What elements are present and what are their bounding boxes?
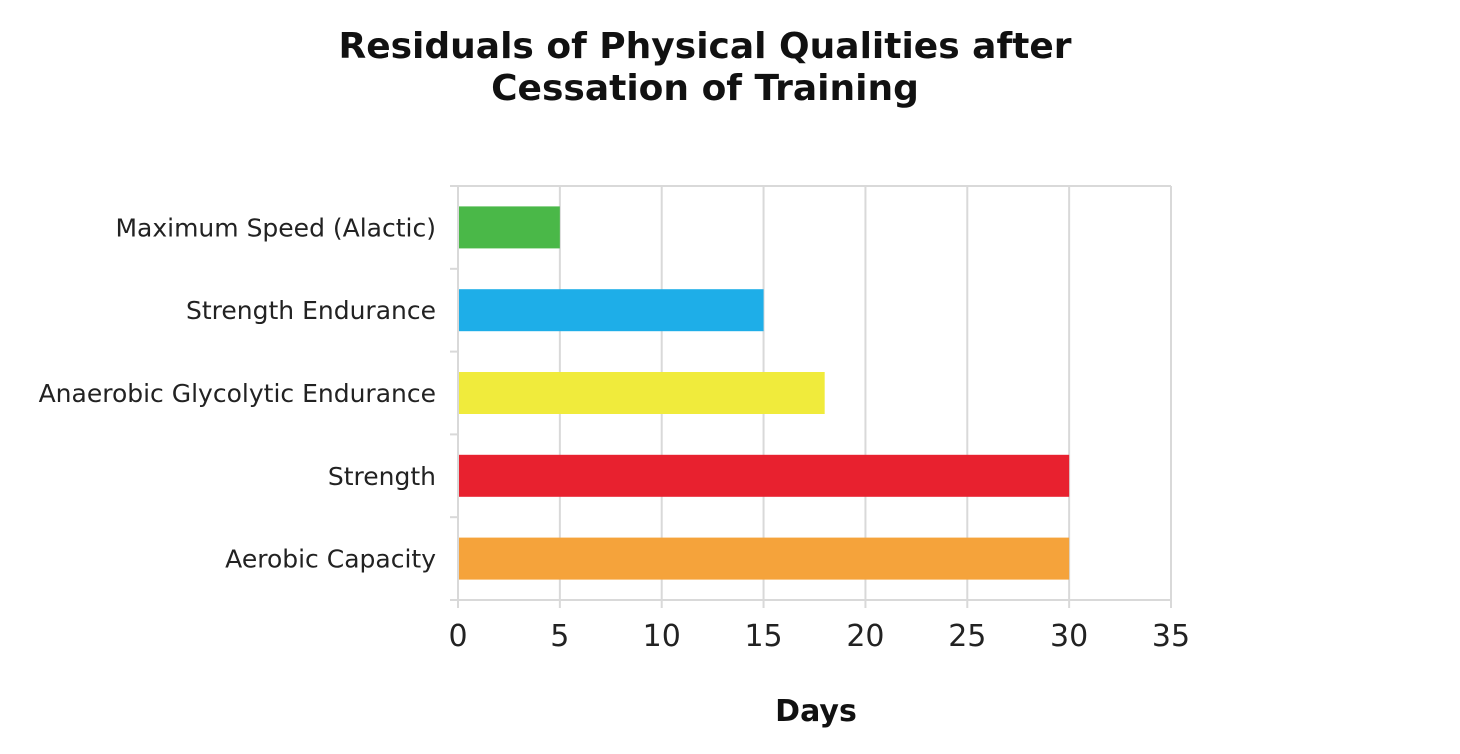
x-tick-label: 30 (1050, 619, 1088, 654)
x-tick-label: 25 (948, 619, 986, 654)
bar (459, 454, 1070, 497)
x-tick-label: 35 (1152, 619, 1190, 654)
x-tick-label: 20 (846, 619, 884, 654)
x-axis-label: Days (775, 694, 857, 729)
y-category-label: Anaerobic Glycolytic Endurance (39, 379, 436, 408)
x-tick-label: 15 (744, 619, 782, 654)
y-category-label: Strength Endurance (186, 296, 436, 325)
x-tick-label: 0 (448, 619, 467, 654)
y-category-label: Aerobic Capacity (225, 545, 436, 574)
bar (459, 372, 825, 414)
x-tick-label: 10 (643, 619, 681, 654)
bar (459, 289, 764, 332)
y-category-label: Strength (328, 462, 436, 491)
y-category-label: Maximum Speed (Alactic) (115, 213, 436, 242)
x-tick-label: 5 (550, 619, 569, 654)
chart-title-line-1: Residuals of Physical Qualities after (338, 26, 1072, 67)
bar (459, 206, 560, 249)
chart-title: Residuals of Physical Qualities after Ce… (0, 26, 1410, 110)
chart-title-line-2: Cessation of Training (491, 68, 919, 109)
bar (459, 537, 1070, 580)
